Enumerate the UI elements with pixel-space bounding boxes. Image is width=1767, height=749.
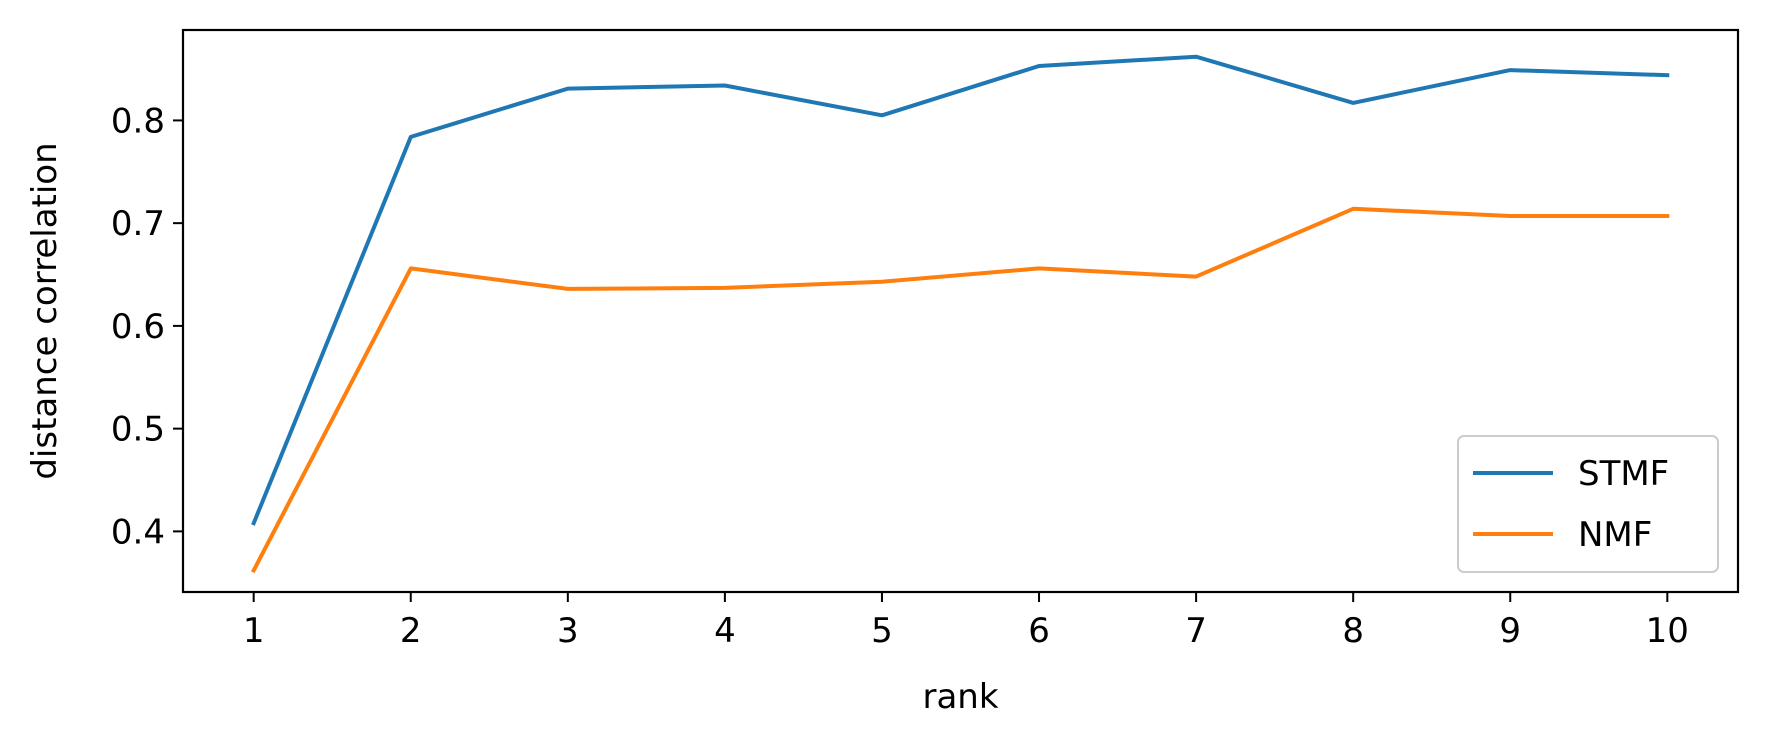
legend-label-stmf: STMF [1578, 454, 1669, 494]
legend-box [1457, 435, 1719, 573]
series-lines [251, 54, 1670, 574]
x-tick-label: 4 [714, 611, 736, 651]
x-tick-label: 2 [400, 611, 422, 651]
x-axis-label: rank [922, 677, 998, 717]
x-tick-label: 7 [1185, 611, 1207, 651]
y-tick-label: 0.6 [111, 307, 165, 347]
y-axis-label: distance correlation [25, 142, 65, 479]
x-tick-label: 10 [1646, 611, 1689, 651]
legend: STMF NMF [1457, 435, 1719, 573]
y-axis: 0.4 0.5 0.6 0.7 0.8 [111, 101, 183, 552]
legend-label-nmf: NMF [1578, 515, 1652, 555]
y-tick-label: 0.5 [111, 410, 165, 450]
series-line-nmf [251, 206, 1670, 574]
x-tick-label: 8 [1342, 611, 1364, 651]
y-tick-label: 0.8 [111, 101, 165, 141]
y-tick-label: 0.7 [111, 204, 165, 244]
x-tick-label: 3 [557, 611, 579, 651]
y-tick-label: 0.4 [111, 512, 165, 552]
plot-frame [181, 28, 1740, 594]
series-line-stmf [251, 54, 1670, 526]
x-axis: 1 2 3 4 5 6 7 8 9 10 [243, 592, 1689, 651]
x-tick-label: 1 [243, 611, 265, 651]
x-tick-label: 5 [871, 611, 893, 651]
x-tick-label: 9 [1499, 611, 1521, 651]
x-tick-label: 6 [1028, 611, 1050, 651]
